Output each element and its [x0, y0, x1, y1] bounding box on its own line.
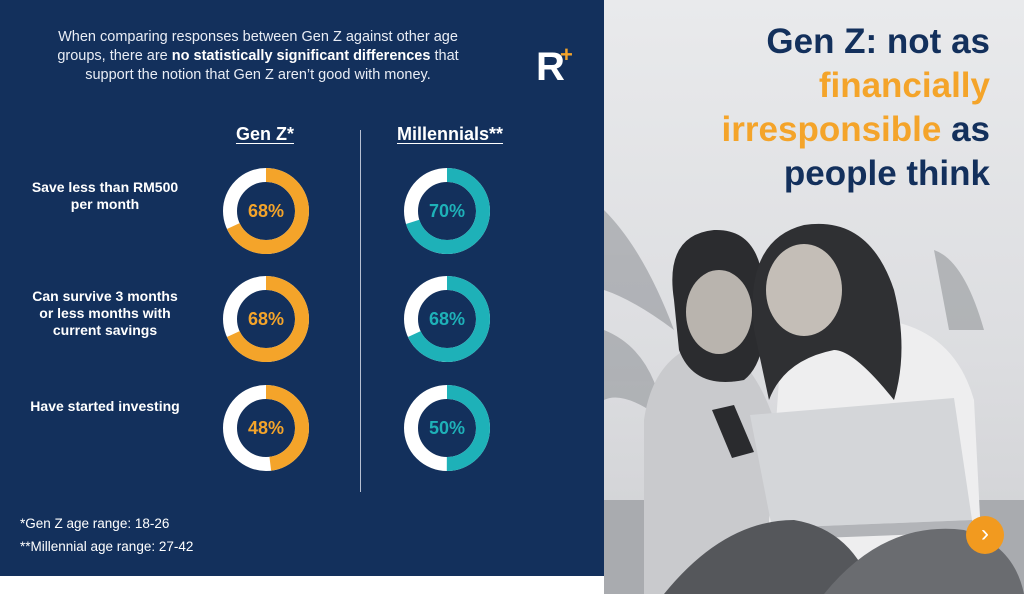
donut-arc: [223, 276, 309, 362]
genz-percent-investing: 48%: [247, 418, 285, 438]
millennial-percent-save: 70%: [428, 201, 466, 221]
row-label-investing: Have started investing: [30, 398, 180, 414]
intro-highlight: no statistically significant differences: [171, 48, 431, 64]
millennial-donut-save: 70%: [401, 165, 493, 257]
donut-arc: [404, 385, 490, 471]
headline-line-4: people think: [783, 154, 990, 193]
donut-arc: [223, 168, 309, 254]
donut-arc: [223, 385, 309, 471]
svg-text:R: R: [536, 45, 565, 84]
photo-panel: Gen Z: not as financially irresponsible …: [604, 0, 1024, 594]
footnote-millennials: **Millennial age range: 27-42: [20, 539, 194, 554]
bottom-strip: [0, 576, 604, 594]
genz-percent-save: 68%: [247, 201, 285, 221]
stats-panel: When comparing responses between Gen Z a…: [0, 0, 604, 594]
genz-donut-survive: 68%: [220, 273, 312, 365]
intro-text: When comparing responses between Gen Z a…: [57, 29, 459, 83]
genz-column-header: Gen Z*: [235, 124, 294, 144]
millennial-percent-survive: 68%: [428, 309, 466, 329]
donut-arc: [404, 276, 490, 362]
genz-donut-save: 68%: [220, 165, 312, 257]
next-button[interactable]: ›: [966, 516, 1004, 554]
footnote-genz: *Gen Z age range: 18-26: [20, 516, 170, 531]
genz-percent-survive: 68%: [247, 309, 285, 329]
headline-line-1: Gen Z: not as: [766, 22, 990, 61]
millennial-donut-investing: 50%: [401, 382, 493, 474]
donut-arc: [404, 168, 490, 254]
headline-line-3: irresponsible as: [721, 110, 990, 149]
millennial-donut-survive: 68%: [401, 273, 493, 365]
genz-donut-investing: 48%: [220, 382, 312, 474]
brand-logo: R +: [536, 42, 580, 89]
row-label-survive: Can survive 3 months or less months with…: [32, 288, 178, 338]
svg-text:+: +: [560, 42, 573, 67]
headline: Gen Z: not as financially irresponsible …: [630, 20, 990, 196]
column-divider: [360, 130, 361, 492]
chevron-right-icon: ›: [981, 520, 989, 547]
millennial-percent-investing: 50%: [428, 418, 466, 438]
millennials-column-header: Millennials**: [396, 124, 504, 144]
row-label-save: Save less than RM500 per month: [31, 179, 179, 212]
headline-line-2: financially: [818, 66, 990, 105]
